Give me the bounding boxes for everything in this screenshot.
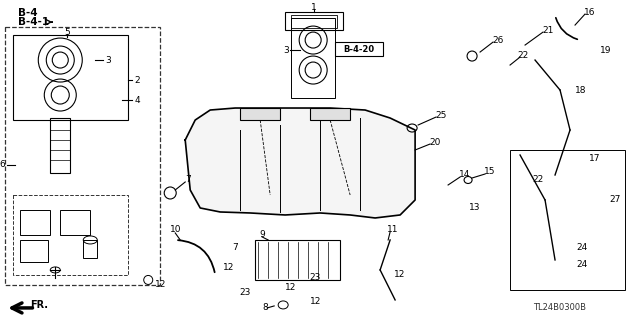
Text: 24: 24 [577,260,588,270]
Text: 20: 20 [429,137,441,146]
Text: 12: 12 [394,271,406,279]
Bar [310,108,350,120]
Text: 22: 22 [517,50,529,60]
Bar [255,240,340,280]
Bar [13,195,128,275]
Text: 9: 9 [259,230,265,240]
Bar [291,15,337,28]
Bar [83,240,97,258]
Text: 7: 7 [232,243,238,252]
Text: 1: 1 [311,3,317,11]
Bar [335,42,383,56]
Text: 15: 15 [484,167,496,176]
Polygon shape [185,108,415,218]
Bar [510,150,625,290]
Text: TL24B0300B: TL24B0300B [534,303,586,312]
Text: 22: 22 [532,175,543,184]
Bar [20,210,51,235]
Text: 8: 8 [262,303,268,312]
Text: 23: 23 [310,273,321,282]
Bar [51,118,70,173]
Text: B-4-1: B-4-1 [19,17,49,27]
Text: 24: 24 [577,243,588,252]
Text: 7: 7 [186,175,191,184]
Text: 19: 19 [600,46,611,55]
Text: 17: 17 [589,153,601,162]
Text: 4: 4 [134,95,140,105]
Bar [20,240,48,262]
FancyArrowPatch shape [178,240,214,272]
Text: B-4-20: B-4-20 [344,45,374,54]
Text: 12: 12 [154,280,166,289]
Text: 26: 26 [492,35,504,45]
Text: 6: 6 [0,160,5,169]
Text: B-4: B-4 [19,8,38,18]
Bar [291,18,335,98]
Text: 25: 25 [435,110,447,120]
Text: 5: 5 [65,27,70,37]
Text: 13: 13 [469,204,481,212]
Text: 11: 11 [387,226,399,234]
Bar [60,210,90,235]
Bar [285,12,343,30]
FancyArrowPatch shape [556,18,577,39]
Bar [240,108,280,120]
Text: 12: 12 [223,263,234,272]
Bar [5,27,160,285]
Bar [13,35,128,120]
Text: 18: 18 [575,85,586,94]
Text: FR.: FR. [30,300,48,310]
Text: 12: 12 [284,284,296,293]
Text: 21: 21 [542,26,554,34]
Text: 3: 3 [284,46,289,55]
Text: 27: 27 [609,196,621,204]
Text: 12: 12 [310,297,321,307]
Text: 23: 23 [239,288,251,297]
Text: 14: 14 [460,170,471,180]
Text: 10: 10 [170,226,181,234]
Text: 2: 2 [134,76,140,85]
Text: 16: 16 [584,8,596,17]
Text: 3: 3 [105,56,111,64]
